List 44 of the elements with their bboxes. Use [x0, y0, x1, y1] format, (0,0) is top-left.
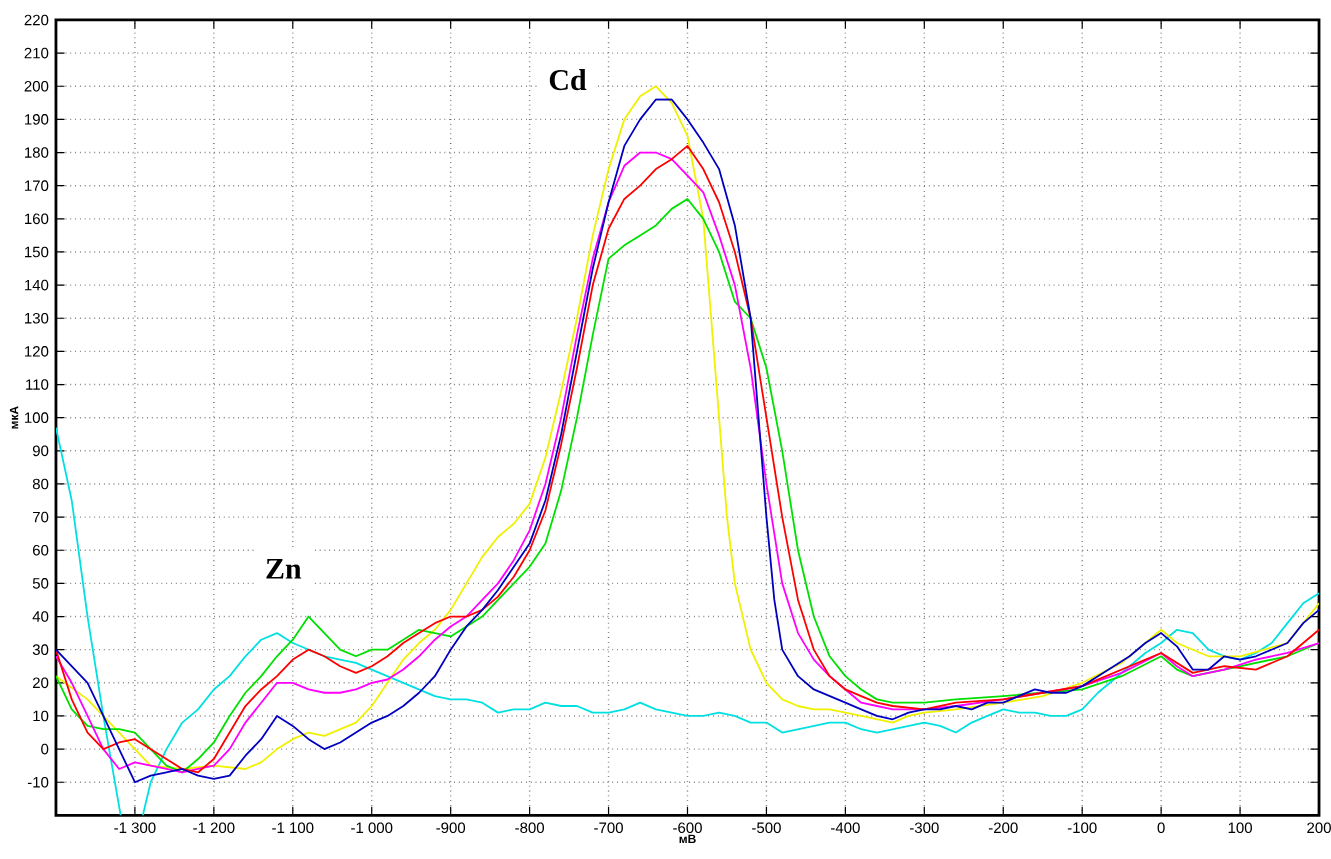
x-tick-label: -900 [436, 822, 466, 833]
y-tick-label: 0 [41, 743, 49, 755]
y-tick-label: 80 [32, 478, 49, 490]
annotation: Zn [266, 558, 302, 579]
y-tick-label: 50 [32, 577, 49, 589]
x-tick-label: -1 000 [351, 822, 393, 833]
y-tick-label: 140 [25, 279, 49, 291]
y-tick-label: 200 [24, 80, 49, 92]
y-axis-title: мкА [9, 406, 19, 429]
y-tick-label: 110 [26, 379, 49, 390]
y-tick-label: 10 [33, 710, 49, 722]
y-tick-label: 90 [32, 445, 49, 456]
annotation: Cd [549, 68, 587, 90]
y-tick-label: 130 [25, 312, 49, 324]
x-tick-label: -300 [909, 822, 939, 833]
y-tick-label: 30 [32, 644, 49, 655]
x-tick-label: -1 300 [114, 822, 156, 833]
y-tick-label: 70 [33, 511, 49, 523]
y-tick-label: 170 [25, 180, 49, 191]
x-tick-label: -1 100 [272, 822, 314, 833]
x-tick-label: -100 [1067, 822, 1097, 833]
x-tick-label: -200 [988, 822, 1018, 833]
x-tick-label: -600 [673, 822, 702, 833]
x-tick-label: -500 [752, 822, 781, 833]
x-tick-label: -700 [594, 822, 623, 833]
y-tick-label: 150 [25, 246, 49, 258]
y-tick-label: 20 [32, 677, 49, 688]
y-tick-label: 60 [32, 544, 49, 556]
y-tick-label: 190 [25, 113, 49, 125]
y-tick-label: 180 [25, 147, 49, 158]
y-tick-label: -10 [27, 776, 49, 788]
y-tick-label: 160 [25, 213, 49, 224]
y-tick-label: 100 [25, 412, 49, 423]
x-tick-label: -1 200 [193, 822, 235, 833]
y-tick-label: 120 [25, 345, 49, 357]
x-tick-label: 0 [1157, 822, 1165, 833]
x-tick-label: -400 [831, 822, 860, 833]
y-tick-label: 40 [32, 611, 49, 622]
y-tick-label: 210 [24, 47, 49, 59]
x-tick-label: 100 [1228, 822, 1252, 833]
x-axis-title: мВ [679, 834, 696, 843]
x-tick-label: 200 [1307, 822, 1331, 833]
y-tick-label: 220 [24, 14, 49, 26]
x-tick-label: -800 [515, 822, 545, 833]
